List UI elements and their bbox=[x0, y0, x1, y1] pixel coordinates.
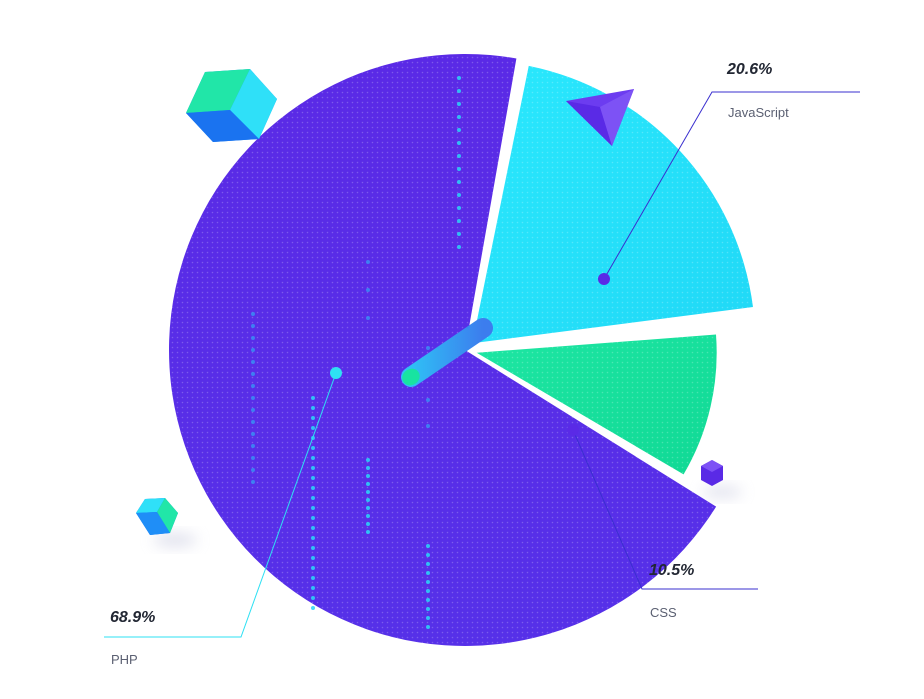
callout-dot-php bbox=[330, 367, 342, 379]
decor-dot bbox=[251, 348, 255, 352]
decor-dot bbox=[311, 456, 315, 460]
decor-dot bbox=[311, 466, 315, 470]
callout-lines bbox=[104, 91, 860, 638]
decor-dot bbox=[251, 408, 255, 412]
decor-dot bbox=[251, 372, 255, 376]
decor-dot bbox=[457, 141, 461, 145]
decor-dot bbox=[366, 482, 370, 486]
decor-dot bbox=[251, 456, 255, 460]
decor-dot bbox=[366, 316, 370, 320]
center-rod-icon bbox=[401, 318, 493, 387]
decor-dot bbox=[311, 546, 315, 550]
decor-dot bbox=[366, 498, 370, 502]
decor-dot bbox=[457, 102, 461, 106]
cube-large-icon bbox=[186, 69, 277, 142]
decor-dot-streaks bbox=[251, 76, 461, 629]
decor-dot bbox=[426, 544, 430, 548]
php-percent-label: 68.9% bbox=[110, 609, 155, 626]
decor-dot bbox=[426, 589, 430, 593]
callout-dot-css bbox=[567, 424, 579, 436]
decor-dot bbox=[311, 506, 315, 510]
decor-dot bbox=[366, 530, 370, 534]
decor-dot bbox=[251, 444, 255, 448]
cube-small-icon bbox=[136, 498, 178, 535]
decor-dot bbox=[311, 596, 315, 600]
decor-dot bbox=[251, 312, 255, 316]
decor-dot bbox=[426, 625, 430, 629]
decor-dot bbox=[426, 398, 430, 402]
callout-dot-javascript bbox=[598, 273, 610, 285]
gem-icon bbox=[701, 460, 723, 486]
decor-dot bbox=[311, 396, 315, 400]
decor-dot bbox=[311, 446, 315, 450]
decor-dot bbox=[457, 128, 461, 132]
decor-dot bbox=[426, 580, 430, 584]
javascript-percent-label: 20.6% bbox=[726, 61, 772, 78]
decor-dot bbox=[426, 553, 430, 557]
pyramid-icon bbox=[566, 89, 634, 146]
decor-dot bbox=[311, 606, 315, 610]
decor-dot bbox=[366, 514, 370, 518]
decor-dot bbox=[311, 416, 315, 420]
slice-javascript-texture bbox=[472, 65, 754, 344]
decor-dot bbox=[426, 616, 430, 620]
decor-dot bbox=[457, 232, 461, 236]
decor-dot bbox=[457, 180, 461, 184]
javascript-name-label: JavaScript bbox=[728, 105, 789, 120]
decor-dot bbox=[366, 506, 370, 510]
decor-dot bbox=[426, 346, 430, 350]
php-name-label: PHP bbox=[111, 652, 138, 667]
decor-dot bbox=[251, 324, 255, 328]
decor-dot bbox=[457, 167, 461, 171]
decor-dot bbox=[311, 536, 315, 540]
decor-dot bbox=[311, 426, 315, 430]
decor-dot bbox=[457, 193, 461, 197]
decor-dot bbox=[251, 432, 255, 436]
decor-dot bbox=[251, 336, 255, 340]
decor-dot bbox=[457, 154, 461, 158]
decor-dot bbox=[366, 458, 370, 462]
decor-dot bbox=[457, 245, 461, 249]
decor-dot bbox=[457, 206, 461, 210]
decor-dot bbox=[251, 360, 255, 364]
decor-dot bbox=[426, 562, 430, 566]
decor-dot bbox=[311, 586, 315, 590]
decor-dot bbox=[457, 76, 461, 80]
decor-dot bbox=[251, 468, 255, 472]
decor-dot bbox=[457, 115, 461, 119]
decor-dot bbox=[366, 522, 370, 526]
callout-dots bbox=[330, 273, 610, 436]
decor-dot bbox=[366, 490, 370, 494]
decor-dot bbox=[426, 571, 430, 575]
decor-dot bbox=[311, 476, 315, 480]
decor-dot bbox=[366, 260, 370, 264]
decor-dot bbox=[311, 526, 315, 530]
css-name-label: CSS bbox=[650, 605, 677, 620]
decor-dot bbox=[366, 466, 370, 470]
decor-dot bbox=[251, 420, 255, 424]
decor-dot bbox=[426, 607, 430, 611]
decor-dot bbox=[311, 406, 315, 410]
decor-dot bbox=[311, 566, 315, 570]
decor-shadows bbox=[153, 486, 742, 547]
css-percent-label: 10.5% bbox=[649, 562, 694, 579]
decor-dot bbox=[311, 496, 315, 500]
decor-dot bbox=[366, 474, 370, 478]
decor-dot bbox=[251, 396, 255, 400]
decor-dot bbox=[311, 576, 315, 580]
decor-dot bbox=[426, 424, 430, 428]
slice-css-texture bbox=[476, 334, 717, 475]
decor-dot bbox=[311, 556, 315, 560]
decor-dot bbox=[251, 384, 255, 388]
decor-dot bbox=[311, 516, 315, 520]
decor-dot bbox=[457, 219, 461, 223]
decor-dot bbox=[426, 598, 430, 602]
decor-dot bbox=[311, 486, 315, 490]
decor-dot bbox=[366, 288, 370, 292]
decor-dot bbox=[251, 480, 255, 484]
decor-dot bbox=[457, 89, 461, 93]
